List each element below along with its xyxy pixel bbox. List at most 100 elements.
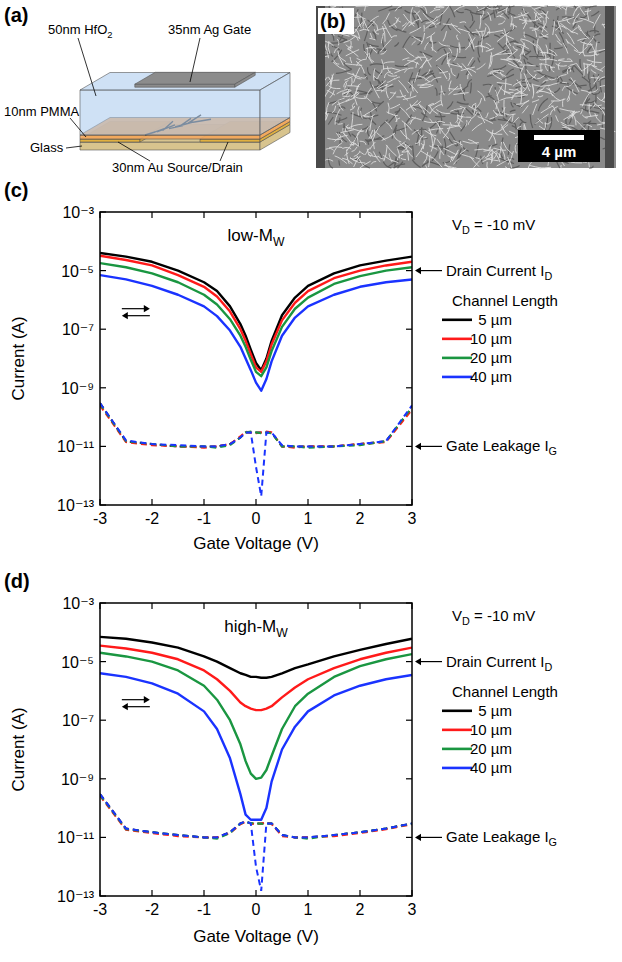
leader bbox=[78, 38, 96, 96]
leader bbox=[220, 142, 228, 161]
tick-label: -2 bbox=[145, 510, 159, 527]
legend-label: 5 µm bbox=[478, 311, 512, 328]
panel-letter: (b) bbox=[320, 10, 346, 32]
tick bbox=[411, 499, 412, 505]
layer-label: 10nm PMMA bbox=[4, 104, 79, 119]
leakage-line bbox=[100, 794, 412, 891]
text-part: = -10 mV bbox=[470, 216, 535, 233]
hfo2-side bbox=[260, 73, 290, 136]
legend-label: 5 µm bbox=[478, 702, 512, 719]
panel-letter: (c) bbox=[4, 179, 28, 201]
legend-label: 40 µm bbox=[470, 368, 512, 385]
tick bbox=[255, 890, 256, 896]
tick bbox=[203, 499, 204, 505]
tick-label: 10⁻⁵ bbox=[61, 654, 94, 671]
sem-texture bbox=[316, 6, 615, 168]
tick bbox=[406, 778, 412, 779]
text-part: 50nm HfO bbox=[48, 22, 107, 37]
tick bbox=[359, 212, 360, 218]
scale-bar-label: 4 µm bbox=[542, 143, 577, 160]
tick-label: 1 bbox=[304, 901, 313, 918]
tick-label: 10⁻⁷ bbox=[62, 321, 94, 338]
tick bbox=[255, 212, 256, 218]
chart: (c)-3-2-1012310⁻¹³10⁻¹¹10⁻⁹10⁻⁷10⁻⁵10⁻³G… bbox=[4, 179, 558, 553]
legend-label: 20 µm bbox=[470, 740, 512, 757]
leakage-line bbox=[100, 403, 412, 496]
legend-label: 20 µm bbox=[470, 349, 512, 366]
ag-gate-side bbox=[235, 72, 255, 87]
drain-front bbox=[200, 139, 260, 142]
panel-letter-bg bbox=[318, 8, 354, 34]
sweep-arrow bbox=[126, 706, 150, 707]
tick bbox=[100, 270, 106, 271]
tick bbox=[307, 890, 308, 896]
tick bbox=[203, 890, 204, 896]
tick bbox=[406, 446, 412, 447]
text-part: V bbox=[452, 607, 462, 624]
arrow-head bbox=[122, 703, 128, 710]
annotation: Drain Current ID bbox=[446, 262, 552, 282]
axis-title: Current (A) bbox=[9, 316, 28, 400]
tick-label: 10⁻⁵ bbox=[61, 263, 94, 280]
tick-label: 10⁻¹³ bbox=[57, 888, 95, 905]
electrode-edge bbox=[605, 6, 614, 168]
layer-label: 35nm Ag Gate bbox=[168, 22, 251, 37]
text-part: Gate Leakage I bbox=[446, 437, 549, 454]
tick-label: 2 bbox=[356, 510, 365, 527]
chart: (d)-3-2-1012310⁻¹³10⁻¹¹10⁻⁹10⁻⁷10⁻⁵10⁻³G… bbox=[4, 570, 558, 946]
legend-label: 10 µm bbox=[470, 330, 512, 347]
tick bbox=[307, 603, 308, 609]
chart-title: low-MW bbox=[228, 226, 285, 249]
text-part: D bbox=[462, 224, 470, 236]
leader bbox=[70, 118, 86, 137]
tick-label: 2 bbox=[356, 901, 365, 918]
scale-bar bbox=[534, 135, 584, 140]
tick bbox=[100, 837, 106, 838]
legend-swatch bbox=[442, 729, 472, 732]
tick bbox=[151, 499, 152, 505]
tick-label: 10⁻⁷ bbox=[62, 712, 94, 729]
annotation: VD = -10 mV bbox=[452, 607, 535, 627]
tick bbox=[406, 211, 412, 212]
pointer-arrow bbox=[420, 837, 442, 838]
layer-label: Glass bbox=[30, 140, 64, 155]
sweep-arrow bbox=[122, 308, 146, 309]
annotation: Gate Leakage IG bbox=[446, 828, 557, 848]
tick bbox=[255, 499, 256, 505]
arrow-head bbox=[415, 834, 421, 841]
text-part: D bbox=[544, 661, 552, 673]
tick bbox=[406, 837, 412, 838]
scale-bar-bg bbox=[518, 130, 600, 162]
tick bbox=[406, 329, 412, 330]
ag-gate-front bbox=[135, 84, 235, 87]
arrow-head bbox=[122, 312, 128, 319]
legend-title: Channel Length bbox=[452, 683, 558, 700]
tick-label: 10⁻¹³ bbox=[57, 497, 95, 514]
chart-title: high-MW bbox=[224, 617, 288, 640]
tick bbox=[406, 504, 412, 505]
legend-label: 40 µm bbox=[470, 759, 512, 776]
tick bbox=[100, 387, 106, 388]
tick bbox=[203, 212, 204, 218]
tick-label: 0 bbox=[252, 901, 261, 918]
text-part: V bbox=[452, 216, 462, 233]
layer-label: 30nm Au Source/Drain bbox=[112, 160, 243, 175]
plot-data bbox=[100, 253, 412, 496]
annotation: Gate Leakage IG bbox=[446, 437, 557, 457]
tick bbox=[411, 890, 412, 896]
tick-label: -2 bbox=[145, 901, 159, 918]
legend: Channel Length5 µm10 µm20 µm40 µm bbox=[442, 683, 558, 776]
tick bbox=[406, 895, 412, 896]
tick bbox=[100, 895, 106, 896]
tick bbox=[359, 603, 360, 609]
source-front bbox=[80, 139, 140, 142]
tick bbox=[406, 602, 412, 603]
tick bbox=[100, 720, 106, 721]
leakage-line bbox=[100, 403, 412, 446]
tick bbox=[99, 499, 100, 505]
tick bbox=[99, 212, 100, 218]
plot-data bbox=[100, 637, 412, 891]
legend: Channel Length5 µm10 µm20 µm40 µm bbox=[442, 292, 558, 385]
axis-title: Gate Voltage (V) bbox=[193, 534, 319, 553]
tick bbox=[406, 661, 412, 662]
